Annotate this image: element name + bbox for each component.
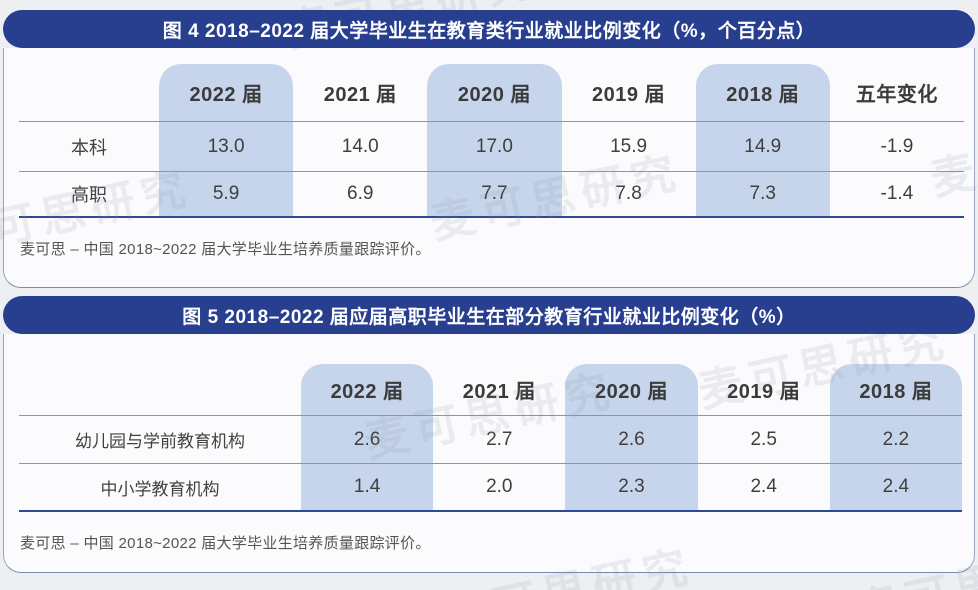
figure5-table-header-row: 2022 届 2021 届 2020 届 2019 届 2018 届	[19, 364, 962, 416]
figure4-card: 2022 届 2021 届 2020 届 2019 届 2018 届 五年变化 …	[3, 48, 975, 288]
column-header-2019: 2019 届	[727, 381, 801, 403]
table-cell: 2.0	[486, 476, 513, 497]
table-cell: 17.0	[427, 122, 562, 171]
table-cell: 6.9	[347, 183, 374, 204]
column-header-2018: 2018 届	[829, 364, 962, 415]
table-cell: 2.6	[301, 416, 434, 463]
column-header-2019: 2019 届	[592, 84, 666, 106]
figure5-title: 图 5 2018–2022 届应届高职毕业生在部分教育行业就业比例变化（%）	[182, 306, 796, 328]
row-label: 本科	[71, 137, 107, 158]
row-label: 高职	[71, 185, 107, 205]
figure4-source-note: 麦可思 – 中国 2018~2022 届大学毕业生培养质量跟踪评价。	[20, 241, 431, 258]
table-cell: 14.9	[695, 122, 830, 171]
table-cell: 7.3	[695, 172, 830, 216]
table-cell: 7.8	[615, 183, 642, 204]
table-cell: -1.4	[880, 183, 914, 204]
row-label: 幼儿园与学前教育机构	[75, 432, 245, 451]
table-cell: -1.9	[880, 135, 914, 157]
figure5-table: 2022 届 2021 届 2020 届 2019 届 2018 届 幼儿园与学…	[19, 364, 962, 512]
column-header-2020: 2020 届	[565, 364, 698, 415]
table-cell: 2.6	[565, 416, 698, 463]
column-header-2022: 2022 届	[159, 64, 294, 121]
table-row-gaozhi: 高职 5.9 6.9 7.7 7.8 7.3 -1.4	[19, 172, 964, 218]
table-row-benke: 本科 13.0 14.0 17.0 15.9 14.9 -1.9	[19, 122, 964, 172]
column-header-2018: 2018 届	[695, 64, 830, 121]
figure5-header-bar: 图 5 2018–2022 届应届高职毕业生在部分教育行业就业比例变化（%）	[3, 296, 975, 334]
table-cell: 7.7	[427, 172, 562, 216]
row-label: 中小学教育机构	[100, 479, 220, 499]
figure5-card: 2022 届 2021 届 2020 届 2019 届 2018 届 幼儿园与学…	[3, 334, 975, 573]
figure4-table-header-row: 2022 届 2021 届 2020 届 2019 届 2018 届 五年变化	[19, 64, 964, 122]
table-cell: 5.9	[159, 172, 294, 216]
column-header-2021: 2021 届	[462, 381, 536, 403]
table-cell: 2.7	[486, 428, 513, 450]
table-cell: 2.3	[565, 464, 698, 510]
figure4-header-bar: 图 4 2018–2022 届大学毕业生在教育类行业就业比例变化（%，个百分点）	[3, 10, 975, 48]
figure4-table: 2022 届 2021 届 2020 届 2019 届 2018 届 五年变化 …	[19, 64, 964, 218]
column-header-five-year-change: 五年变化	[855, 84, 938, 106]
table-cell: 2.4	[750, 476, 777, 497]
figure5-source-note: 麦可思 – 中国 2018~2022 届大学毕业生培养质量跟踪评价。	[20, 535, 431, 552]
table-cell: 2.5	[750, 428, 777, 450]
table-cell: 14.0	[341, 135, 379, 157]
corner-cell	[19, 364, 301, 415]
column-header-2021: 2021 届	[323, 84, 397, 106]
column-header-2022: 2022 届	[301, 364, 434, 415]
table-cell: 1.4	[301, 464, 434, 510]
corner-cell	[19, 64, 159, 121]
figure4-title: 图 4 2018–2022 届大学毕业生在教育类行业就业比例变化（%，个百分点）	[162, 20, 816, 42]
column-header-2020: 2020 届	[427, 64, 562, 121]
table-cell: 2.4	[829, 464, 962, 510]
table-cell: 15.9	[610, 135, 648, 157]
table-row-kindergarten: 幼儿园与学前教育机构 2.6 2.7 2.6 2.5 2.2	[19, 416, 962, 464]
table-row-primary-secondary: 中小学教育机构 1.4 2.0 2.3 2.4 2.4	[19, 464, 962, 512]
table-cell: 13.0	[159, 122, 294, 171]
table-cell: 2.2	[829, 416, 962, 463]
